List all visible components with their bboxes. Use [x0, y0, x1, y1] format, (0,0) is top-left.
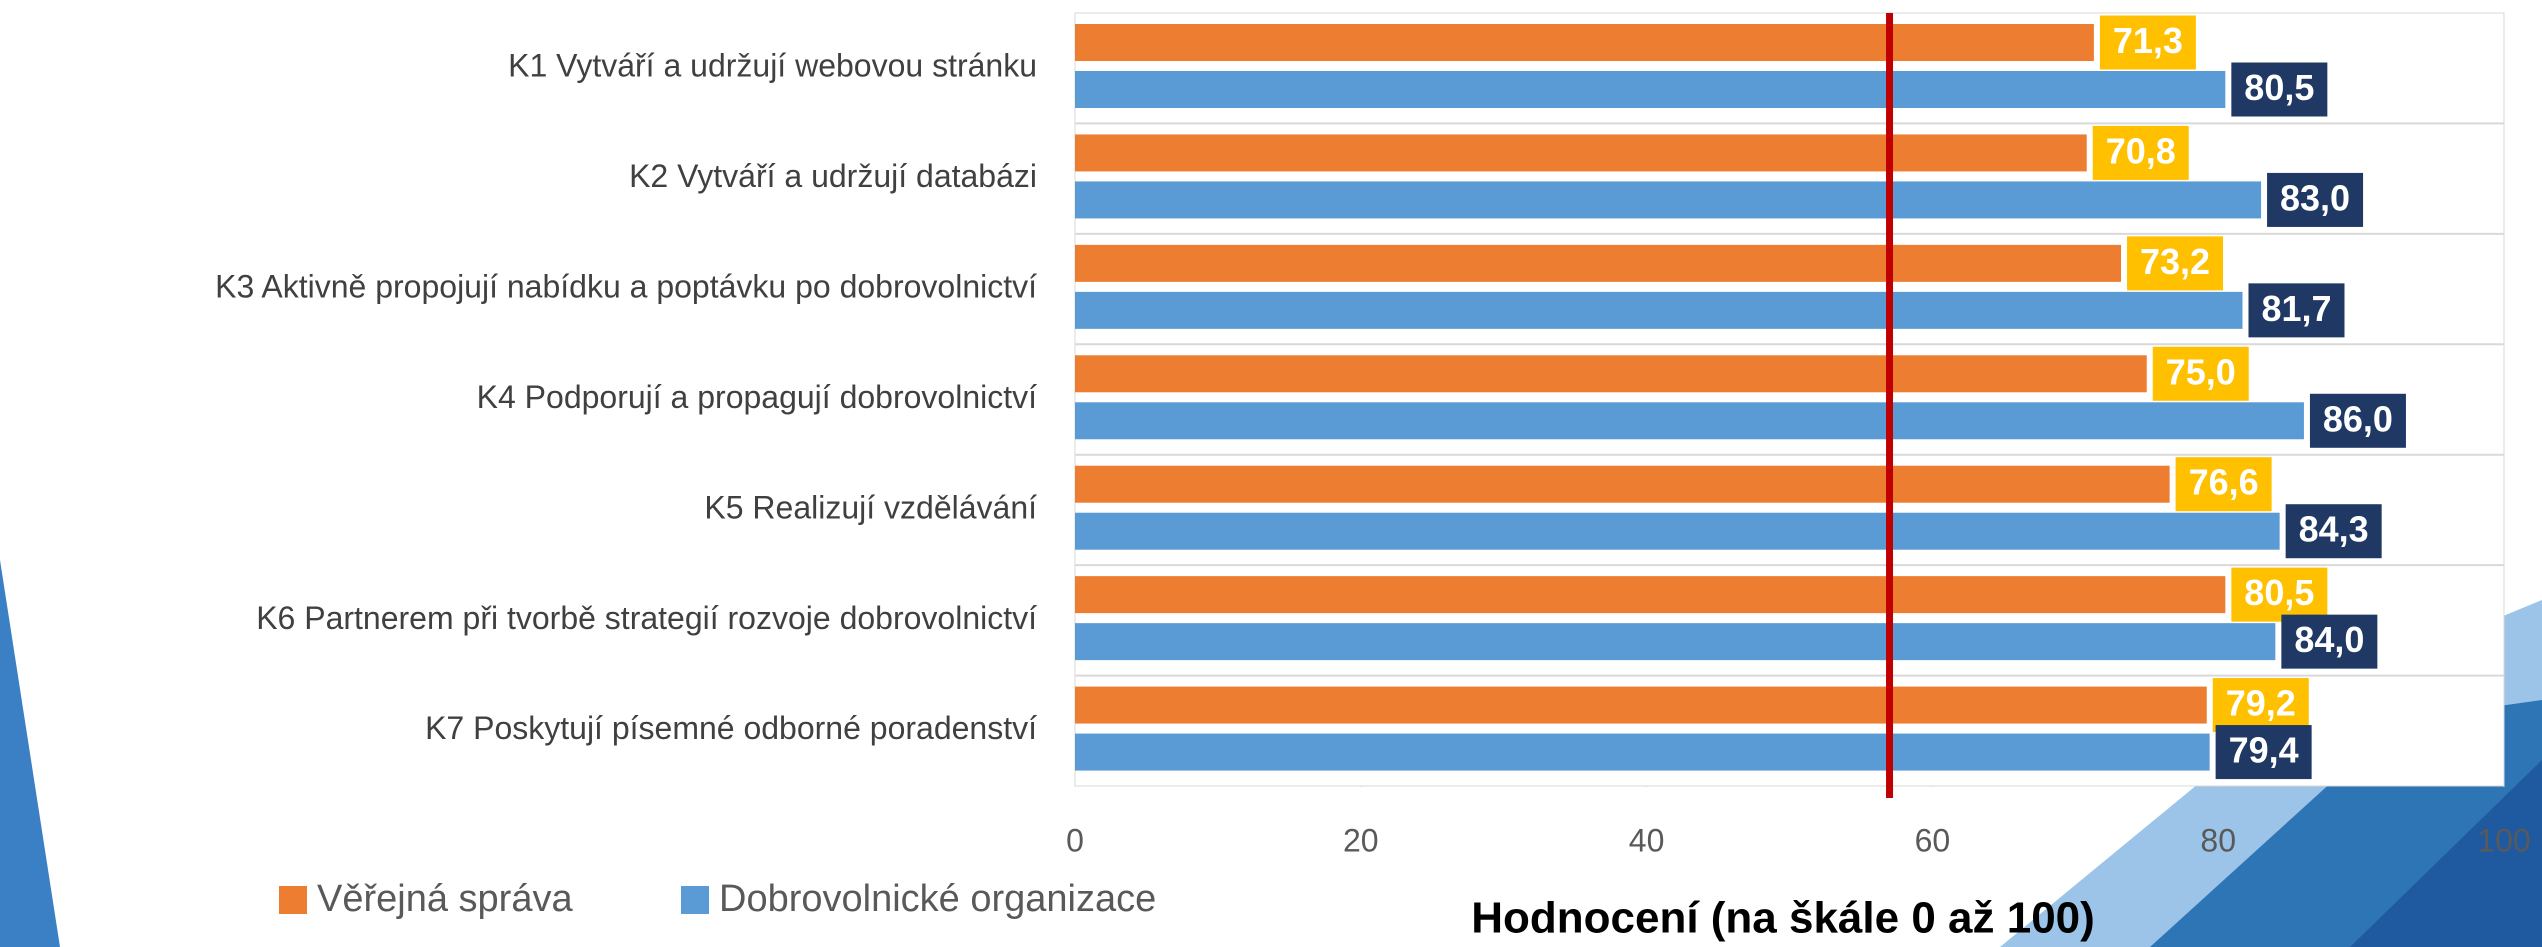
value-label: 83,0	[2280, 177, 2350, 218]
value-label-box	[2152, 346, 2249, 401]
value-label-box	[2281, 614, 2378, 669]
value-label-box	[2309, 393, 2406, 448]
value-label-box	[2127, 236, 2224, 291]
bar	[1075, 465, 2170, 503]
bar	[1075, 576, 2226, 614]
bar	[1075, 291, 2243, 329]
bar	[1075, 512, 2280, 550]
value-label: 70,8	[2106, 130, 2176, 171]
x-tick-label: 100	[2477, 822, 2530, 858]
value-label-box	[2248, 283, 2345, 338]
category-label: K5 Realizují vzdělávání	[704, 489, 1037, 525]
bar	[1075, 733, 2210, 771]
bar	[1075, 623, 2276, 661]
value-label: 80,5	[2244, 572, 2314, 613]
x-tick-label: 40	[1629, 822, 1665, 858]
value-label: 73,2	[2140, 241, 2210, 282]
value-label: 71,3	[2113, 20, 2183, 61]
value-label-box	[2212, 678, 2309, 733]
bar	[1075, 71, 2226, 108]
category-label: K2 Vytváří a udržují databázi	[629, 158, 1037, 194]
x-tick-label: 60	[1915, 822, 1951, 858]
value-label-box	[2092, 125, 2189, 180]
x-tick-label: 80	[2200, 822, 2236, 858]
category-label: K6 Partnerem při tvorbě strategií rozvoj…	[256, 600, 1037, 636]
value-label: 86,0	[2323, 398, 2393, 439]
bar	[1075, 686, 2207, 724]
category-label: K3 Aktivně propojují nabídku a poptávku …	[215, 269, 1037, 305]
value-label: 81,7	[2261, 288, 2331, 329]
bar	[1075, 24, 2094, 61]
category-label: K1 Vytváří a udržují webovou stránku	[508, 48, 1037, 84]
legend-label: Věřejná správa	[317, 878, 573, 920]
value-label: 75,0	[2166, 351, 2236, 392]
plot-area	[1074, 12, 2505, 787]
value-label-box	[2231, 567, 2328, 622]
legend-swatch	[681, 886, 709, 914]
bar	[1075, 134, 2087, 172]
value-label-box	[2215, 725, 2312, 780]
value-label: 79,4	[2229, 730, 2299, 771]
category-label: K4 Podporují a propagují dobrovolnictví	[477, 379, 1037, 415]
value-label: 84,3	[2299, 509, 2369, 550]
decoration	[2350, 760, 2542, 947]
value-label-box	[2175, 457, 2272, 512]
legend-swatch	[279, 886, 307, 914]
x-axis-title: Hodnocení (na škále 0 až 100)	[1471, 894, 2095, 943]
x-tick-label: 20	[1343, 822, 1379, 858]
value-label: 79,2	[2226, 683, 2296, 724]
bar	[1075, 355, 2147, 393]
value-label-box	[2099, 15, 2196, 70]
value-label-box	[2285, 504, 2382, 559]
value-label: 76,6	[2189, 462, 2259, 503]
value-label: 84,0	[2294, 619, 2364, 660]
value-label: 80,5	[2244, 67, 2314, 108]
value-label-box	[2231, 62, 2328, 117]
legend-label: Dobrovolnické organizace	[719, 878, 1156, 920]
bar	[1075, 402, 2304, 440]
value-label-box	[2267, 172, 2364, 227]
bar	[1075, 181, 2262, 219]
x-tick-label: 0	[1066, 822, 1084, 858]
decoration	[0, 560, 60, 947]
bar	[1075, 244, 2122, 282]
category-label: K7 Poskytují písemné odborné poradenství	[425, 710, 1037, 746]
